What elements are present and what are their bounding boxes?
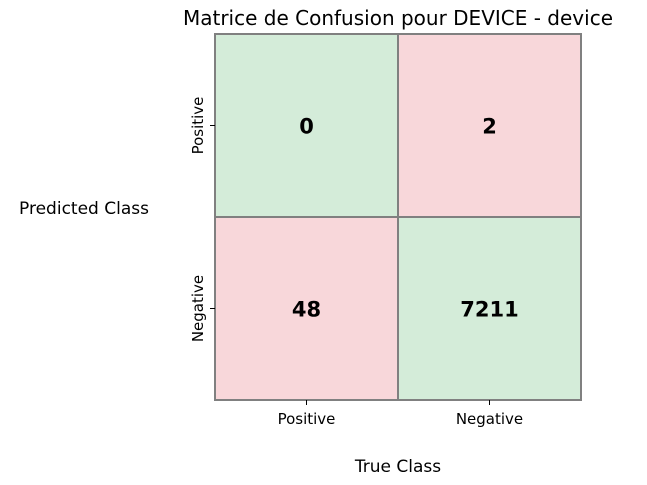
- x-tick-label-0: Positive: [278, 410, 336, 428]
- chart-title: Matrice de Confusion pour DEVICE - devic…: [183, 6, 613, 30]
- matrix-cell-0-1: [397, 33, 582, 218]
- x-tick-label-1: Negative: [456, 410, 523, 428]
- matrix-cell-1-1: [397, 216, 582, 401]
- x-axis-label: True Class: [354, 457, 441, 477]
- matrix-cells: 0 2 48 7211: [214, 33, 582, 401]
- cell-value-0-0: 0: [299, 115, 314, 139]
- matrix-cell-1-0: [214, 216, 399, 401]
- y-tick-label-0: Positive: [189, 97, 207, 155]
- y-axis-label: Predicted Class: [19, 199, 149, 219]
- cell-value-1-0: 48: [292, 298, 321, 322]
- cell-value-1-1: 7211: [460, 298, 518, 322]
- cell-value-0-1: 2: [482, 115, 497, 139]
- axis-ticks: Positive Negative Positive Negative: [189, 97, 523, 428]
- matrix-cell-0-0: [214, 33, 399, 218]
- y-tick-label-1: Negative: [189, 275, 207, 342]
